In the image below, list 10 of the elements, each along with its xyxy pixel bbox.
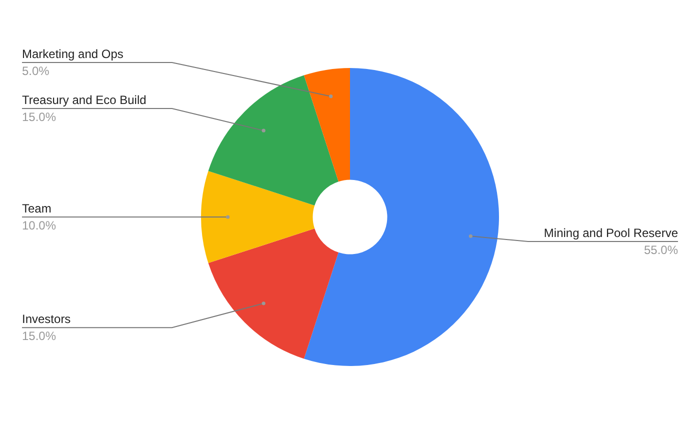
- data-label: 55.0%: [644, 242, 678, 257]
- slice-label: Marketing and Ops: [22, 46, 124, 61]
- slice-label: Investors: [22, 312, 71, 326]
- slice-label: Treasury and Eco Build: [22, 92, 146, 107]
- data-label: 15.0%: [22, 110, 56, 124]
- slice-label: Team: [22, 201, 52, 216]
- data-label: 10.0%: [22, 218, 56, 232]
- data-label: 5.0%: [22, 64, 50, 78]
- data-label: 15.0%: [22, 328, 56, 343]
- slice-label: Mining and Pool Reserve: [544, 226, 678, 240]
